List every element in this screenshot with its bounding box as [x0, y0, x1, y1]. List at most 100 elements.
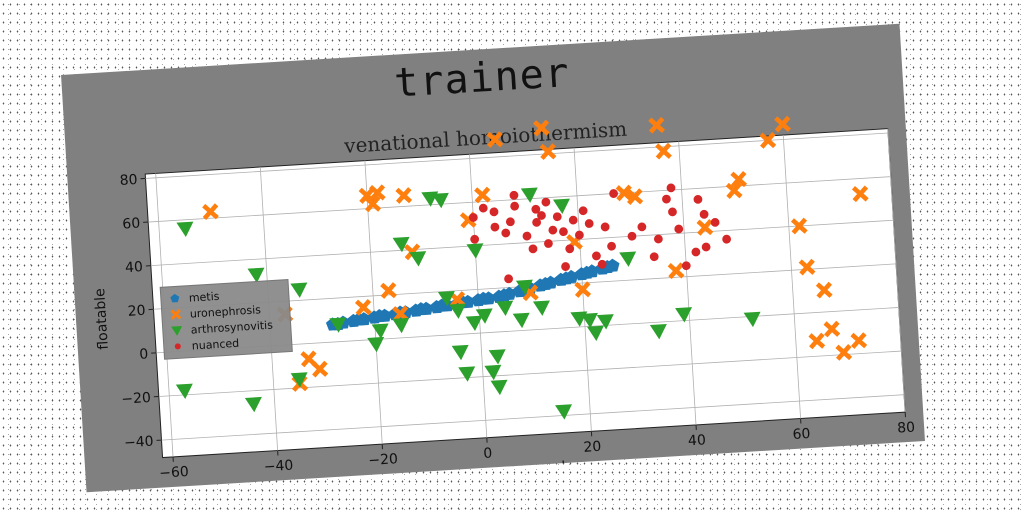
arthrosynovitis-point — [392, 236, 410, 253]
arthrosynovitis-point — [458, 366, 476, 382]
uronephrosis-point — [532, 119, 550, 137]
uronephrosis-point — [615, 184, 633, 202]
arthrosynovitis-point — [449, 303, 467, 319]
uronephrosis-point — [486, 131, 504, 148]
arthrosynovitis-point — [465, 315, 483, 331]
uronephrosis-point — [667, 262, 685, 280]
uronephrosis-point — [798, 258, 816, 276]
legend-marker-nuanced — [174, 343, 181, 350]
arthrosynovitis-point — [451, 344, 469, 361]
x-grid-line — [782, 135, 801, 419]
arthrosynovitis-point — [488, 349, 506, 365]
uronephrosis-point — [696, 219, 714, 236]
nuanced-point — [666, 183, 676, 193]
nuanced-point — [693, 194, 703, 204]
arthrosynovitis-point — [675, 307, 693, 323]
arthrosynovitis-point — [552, 198, 570, 214]
arthrosynovitis-point — [409, 251, 427, 267]
x-grid-line — [887, 128, 906, 413]
arthrosynovitis-point — [475, 308, 493, 324]
arthrosynovitis-point — [649, 324, 667, 340]
arthrosynovitis-point — [247, 267, 265, 284]
y-tick-label: −20 — [121, 390, 151, 408]
uronephrosis-point — [300, 350, 318, 368]
nuanced-point — [559, 227, 568, 237]
x-axis-ticks: −60 −40 −20 0 20 40 60 80 — [159, 412, 916, 482]
uronephrosis-point — [574, 281, 592, 298]
arthrosynovitis-point — [586, 325, 604, 342]
x-tick-label: 60 — [792, 426, 811, 443]
scatter-plot: −60 −40 −20 0 20 40 60 80 −40 −20 0 20 40 60 80 cynoc… — [92, 115, 916, 482]
arthrosynovitis-point — [520, 187, 538, 203]
arthrosynovitis-point — [244, 396, 262, 413]
y-tick-label: 80 — [119, 172, 138, 189]
arthrosynovitis-point — [555, 404, 573, 420]
nuanced-point — [609, 189, 619, 198]
y-tick-label: 0 — [139, 346, 149, 363]
nuanced-point — [478, 203, 488, 213]
uronephrosis-point — [851, 185, 869, 203]
x-tick-label: −60 — [159, 464, 189, 482]
nuanced-point — [578, 206, 588, 216]
uronephrosis-point — [354, 299, 372, 316]
uronephrosis-point — [380, 282, 397, 299]
nuanced-point — [561, 262, 570, 271]
uronephrosis-point — [823, 320, 841, 338]
series-metis — [325, 258, 620, 331]
arthrosynovitis-point — [580, 312, 598, 329]
x-axis-label: cynocrambe — [492, 458, 579, 479]
arthrosynovitis-point — [496, 300, 514, 316]
nuanced-point — [699, 209, 709, 219]
nuanced-point — [597, 259, 607, 269]
series-arthrosynovitis — [175, 187, 761, 420]
uronephrosis-point — [448, 291, 466, 308]
uronephrosis-point — [774, 115, 791, 133]
nuanced-point — [722, 234, 732, 244]
nuanced-point — [528, 244, 538, 254]
arthrosynovitis-point — [176, 221, 194, 238]
metis-point — [476, 291, 491, 306]
nuanced-point — [470, 234, 480, 244]
uronephrosis-point — [850, 332, 868, 349]
x-tick-label: −40 — [263, 458, 293, 476]
nuanced-point — [600, 222, 610, 232]
nuanced-point — [565, 244, 575, 254]
arthrosynovitis-point — [290, 282, 308, 298]
x-tick-label: −20 — [368, 451, 398, 469]
arthrosynovitis-point — [367, 336, 385, 353]
nuanced-point — [552, 212, 562, 222]
legend-label-nuanced: nuanced — [191, 337, 239, 353]
nuanced-point — [627, 231, 637, 241]
nuanced-point — [509, 190, 519, 200]
y-tick-label: 60 — [122, 216, 141, 233]
arthrosynovitis-point — [437, 291, 455, 307]
nuanced-point — [532, 217, 542, 227]
metis-point — [497, 288, 512, 302]
legend-label-uronephrosis: uronephrosis — [189, 303, 261, 320]
legend-marker-metis — [170, 293, 180, 303]
x-tick-label: 0 — [483, 445, 493, 462]
chart-figure: trainer venational homoiothermism −60 −40… — [61, 23, 925, 493]
nuanced-point — [510, 201, 520, 211]
metis-point — [579, 265, 594, 279]
nuanced-point — [489, 207, 499, 217]
y-grid-line — [150, 219, 894, 267]
arthrosynovitis-point — [484, 364, 502, 381]
legend-label-metis: metis — [188, 290, 220, 305]
uronephrosis-point — [368, 184, 386, 202]
data-points — [175, 115, 869, 420]
arthrosynovitis-point — [329, 317, 347, 333]
nuanced-point — [522, 231, 532, 241]
uronephrosis-point — [730, 171, 748, 188]
uronephrosis-point — [202, 203, 219, 221]
arthrosynovitis-point — [596, 314, 614, 330]
nuanced-point — [691, 247, 701, 257]
nuanced-point — [505, 217, 515, 227]
arthrosynovitis-point — [290, 372, 308, 388]
nuanced-point — [504, 274, 513, 284]
arthrosynovitis-point — [532, 300, 550, 316]
y-axis-label: floatable — [92, 288, 112, 350]
y-grid-line — [158, 350, 902, 397]
nuanced-point — [531, 204, 541, 214]
x-tick-label: 20 — [583, 439, 602, 456]
